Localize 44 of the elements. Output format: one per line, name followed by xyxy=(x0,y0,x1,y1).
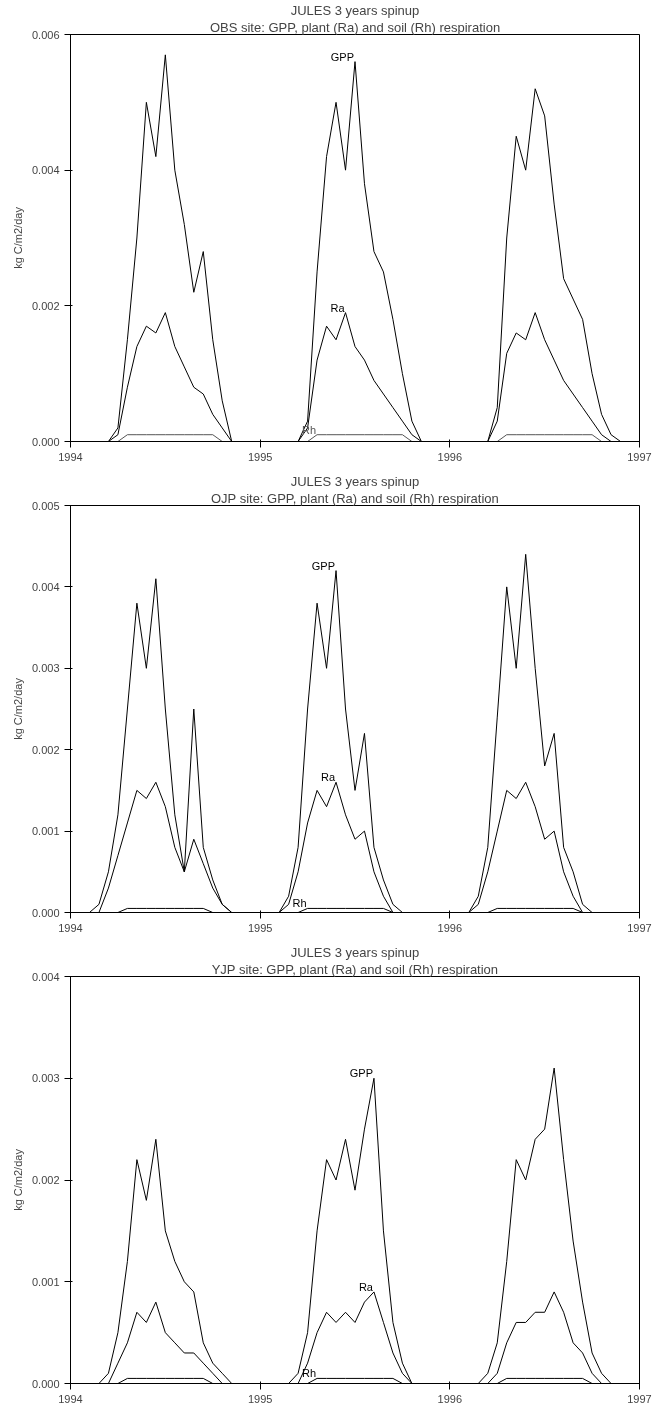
series-label: GPP xyxy=(349,1067,373,1080)
chart-subtitle: OBS site: GPP, plant (Ra) and soil (Rh) respiration xyxy=(209,19,501,35)
series-label: Ra xyxy=(358,1280,374,1293)
chart-subtitle: YJP site: GPP, plant (Ra) and soil (Rh) respiration xyxy=(211,961,499,977)
x-tick-label: 1994 xyxy=(58,1392,83,1405)
y-tick-label: 0.005 xyxy=(31,499,60,512)
chart-subtitle: OJP site: GPP, plant (Ra) and soil (Rh) respiration xyxy=(210,490,499,506)
y-tick-label: 0.000 xyxy=(31,906,60,919)
x-tick-label: 1995 xyxy=(247,450,273,463)
series-label: GPP xyxy=(311,559,336,572)
y-tick-label: 0.000 xyxy=(31,435,60,448)
y-axis-title: kg C/m2/day xyxy=(11,206,24,269)
x-tick-label: 1997 xyxy=(627,1392,652,1405)
y-tick-label: 0.006 xyxy=(31,28,60,41)
x-tick-label: 1996 xyxy=(437,1392,463,1405)
chart-title: JULES 3 years spinup xyxy=(290,473,420,489)
series-label: Rh xyxy=(302,1367,317,1380)
y-tick-label: 0.004 xyxy=(31,164,60,177)
x-tick-label: 1994 xyxy=(58,921,83,934)
x-tick-label: 1996 xyxy=(437,921,463,934)
x-tick-label: 1997 xyxy=(627,450,652,463)
series-label: Ra xyxy=(330,301,346,314)
y-axis-title: kg C/m2/day xyxy=(11,677,24,740)
series-label: Ra xyxy=(320,771,336,784)
series-label: Rh xyxy=(292,897,307,910)
x-tick-label: 1995 xyxy=(247,1392,273,1405)
y-tick-label: 0.003 xyxy=(31,662,60,675)
x-tick-label: 1997 xyxy=(627,921,652,934)
x-tick-label: 1996 xyxy=(437,450,463,463)
x-tick-label: 1995 xyxy=(247,921,273,934)
chart-title: JULES 3 years spinup xyxy=(290,944,420,960)
y-tick-label: 0.000 xyxy=(31,1377,60,1390)
series-label: GPP xyxy=(330,50,354,63)
y-tick-label: 0.001 xyxy=(31,1275,60,1288)
y-tick-label: 0.003 xyxy=(31,1072,60,1085)
chart-title: JULES 3 years spinup xyxy=(290,2,420,18)
y-tick-label: 0.002 xyxy=(31,743,60,756)
x-tick-label: 1994 xyxy=(58,450,83,463)
y-axis-title: kg C/m2/day xyxy=(11,1148,24,1211)
y-tick-label: 0.002 xyxy=(31,1174,60,1186)
y-tick-label: 0.001 xyxy=(31,825,60,838)
y-tick-label: 0.004 xyxy=(31,580,60,593)
y-tick-label: 0.004 xyxy=(31,970,60,983)
y-tick-label: 0.002 xyxy=(31,299,60,312)
